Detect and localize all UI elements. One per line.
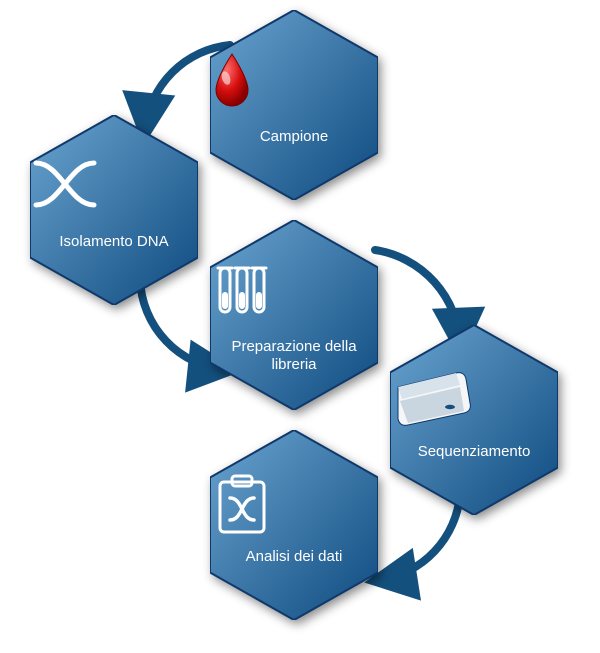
hex-node-sequenz: Sequenziamento	[390, 325, 558, 515]
hex-node-campione: Campione	[210, 10, 378, 200]
hex-node-analisi: Analisi dei dati	[210, 430, 378, 620]
hex-node-isolamento: Isolamento DNA	[30, 115, 198, 305]
hex-node-preparazione: Preparazione della libreria	[210, 220, 378, 410]
